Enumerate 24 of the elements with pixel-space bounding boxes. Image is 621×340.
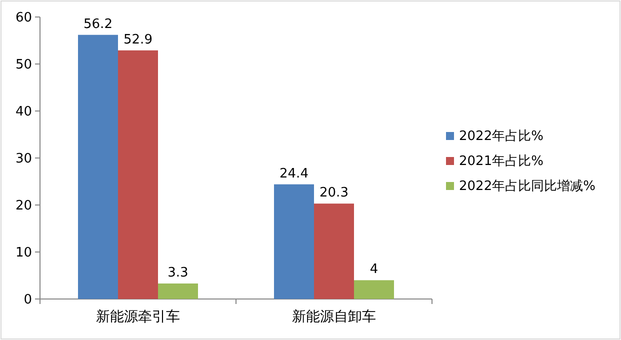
data-label: 4 <box>370 262 378 278</box>
data-label: 3.3 <box>168 265 188 280</box>
legend-label: 2021年占比% <box>459 154 544 169</box>
y-tick-label: 40 <box>15 104 32 120</box>
data-label: 52.9 <box>124 32 152 48</box>
bar <box>274 184 314 299</box>
x-tick-label: 新能源牵引车 <box>96 309 180 325</box>
data-label: 24.4 <box>280 166 308 182</box>
y-tick-label: 10 <box>15 246 32 260</box>
bar <box>78 34 118 299</box>
y-tick-label: 50 <box>15 58 32 72</box>
y-tick-label: 20 <box>15 198 32 214</box>
data-label: 56.2 <box>84 16 112 32</box>
bar <box>314 204 354 299</box>
bar <box>118 50 158 299</box>
bar <box>354 280 394 299</box>
data-label: 20.3 <box>320 186 348 201</box>
legend-label: 2022年占比同比增减% <box>459 179 596 194</box>
x-tick-label: 新能源自卸车 <box>292 309 376 325</box>
legend-label: 2022年占比% <box>459 129 544 144</box>
bar <box>158 283 198 299</box>
y-tick-label: 60 <box>15 10 32 26</box>
y-tick-label: 30 <box>15 152 32 166</box>
y-tick-label: 0 <box>24 292 32 308</box>
